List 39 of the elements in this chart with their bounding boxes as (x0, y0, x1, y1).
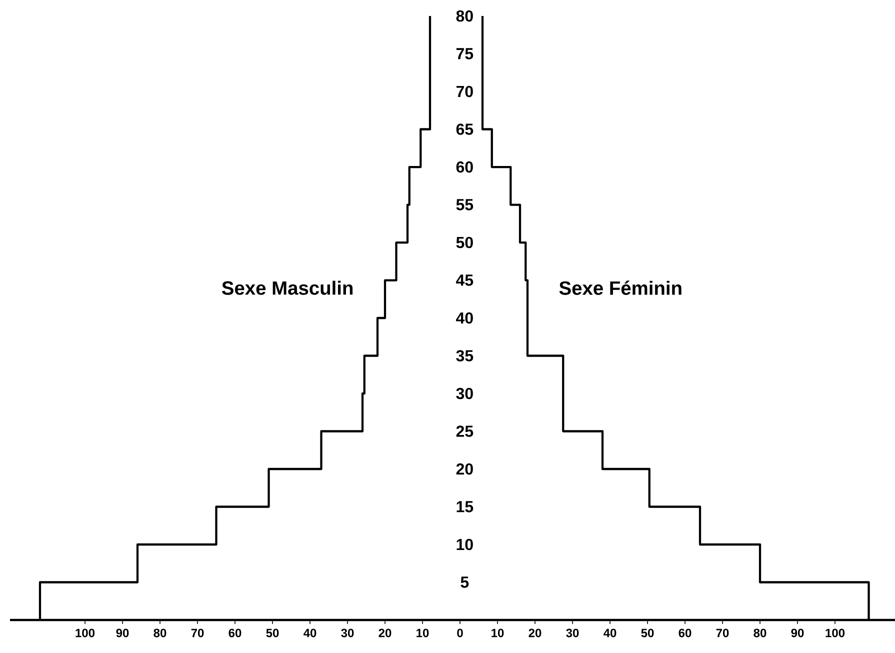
x-tick-label: 30 (341, 628, 354, 638)
y-tick-label: 80 (456, 10, 473, 22)
x-tick-label: 60 (228, 628, 242, 638)
x-tick-label: 30 (566, 628, 579, 638)
y-tick-label: 75 (456, 48, 474, 60)
y-tick-label: 70 (456, 86, 473, 98)
y-tick-label: 30 (456, 388, 473, 400)
x-tick-label: 20 (528, 628, 542, 638)
y-tick-label: 60 (456, 161, 473, 173)
x-tick-label: 80 (154, 628, 166, 638)
y-tick-label: 20 (456, 463, 473, 475)
x-tick-label: 70 (716, 628, 729, 638)
y-tick-label: 5 (460, 576, 469, 588)
y-tick-label: 40 (456, 312, 473, 324)
y-tick-label: 10 (456, 538, 473, 550)
series-label: Sexe Masculin (222, 280, 353, 295)
y-tick-label: 55 (456, 199, 474, 210)
x-tick-label: 50 (641, 628, 654, 638)
x-tick-label: 90 (791, 628, 804, 638)
x-tick-label: 90 (116, 628, 129, 638)
x-tick-label: 80 (754, 628, 766, 638)
x-tick-label: 0 (457, 628, 463, 638)
x-tick-label: 70 (191, 628, 204, 638)
x-tick-label: 20 (378, 628, 392, 638)
x-tick-label: 50 (266, 628, 279, 638)
x-tick-label: 60 (678, 628, 692, 638)
y-tick-label: 15 (456, 501, 474, 512)
y-tick-label: 45 (456, 274, 474, 286)
y-tick-label: 65 (456, 124, 474, 135)
x-tick-label: 10 (492, 628, 504, 638)
x-tick-label: 40 (304, 628, 316, 638)
x-tick-label: 10 (416, 628, 429, 638)
x-tick-label: 40 (604, 628, 616, 638)
y-tick-label: 35 (456, 350, 474, 362)
y-tick-label: 50 (456, 236, 473, 248)
x-tick-label: 100 (826, 628, 845, 638)
y-tick-label: 25 (456, 426, 474, 437)
series-label: Sexe Féminin (559, 280, 682, 295)
x-tick-label: 100 (76, 628, 95, 638)
